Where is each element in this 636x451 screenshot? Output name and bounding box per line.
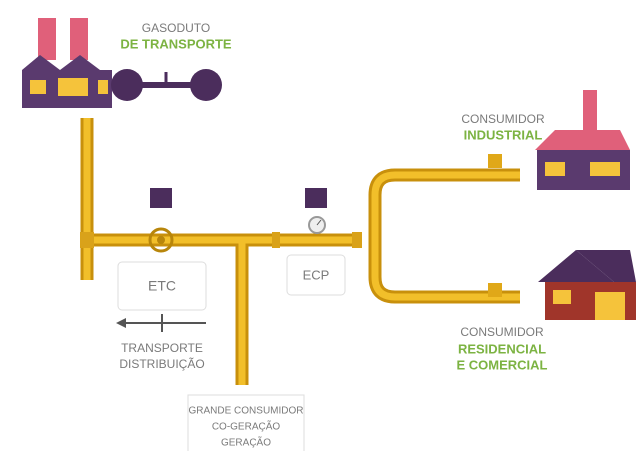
flow-label: DISTRIBUIÇÃO: [119, 357, 204, 371]
grande-label: GERAÇÃO: [221, 436, 271, 449]
station-box: [305, 188, 327, 208]
etc-label: ETC: [148, 278, 176, 294]
industrial-label: INDUSTRIAL: [464, 127, 543, 142]
gasoduto-label: DE TRANSPORTE: [120, 36, 232, 51]
etc-box: [117, 261, 207, 311]
grande-box: [187, 394, 305, 451]
residencial-label: E COMERCIAL: [457, 357, 548, 372]
industrial-label: CONSUMIDOR: [461, 112, 545, 126]
residencial-label: RESIDENCIAL: [458, 341, 546, 356]
gauge: [308, 216, 326, 234]
gasoduto-label: GASODUTO: [142, 21, 210, 35]
flow-label: TRANSPORTE: [121, 341, 203, 355]
grande-label: CO-GERAÇÃO: [212, 420, 281, 433]
residencial-label: CONSUMIDOR: [460, 325, 544, 339]
tap: [488, 283, 502, 297]
factory: [22, 18, 222, 108]
station-box: [150, 188, 172, 208]
tap: [488, 154, 502, 168]
grande-label: GRANDE CONSUMIDOR: [188, 406, 303, 417]
valve: [148, 227, 174, 253]
house: [538, 250, 636, 320]
pipes: [80, 118, 520, 385]
flow-arrow: [116, 314, 206, 332]
ecp-label: ECP: [303, 267, 330, 282]
ecp-box: [286, 254, 346, 296]
industrial-building: [535, 90, 630, 190]
